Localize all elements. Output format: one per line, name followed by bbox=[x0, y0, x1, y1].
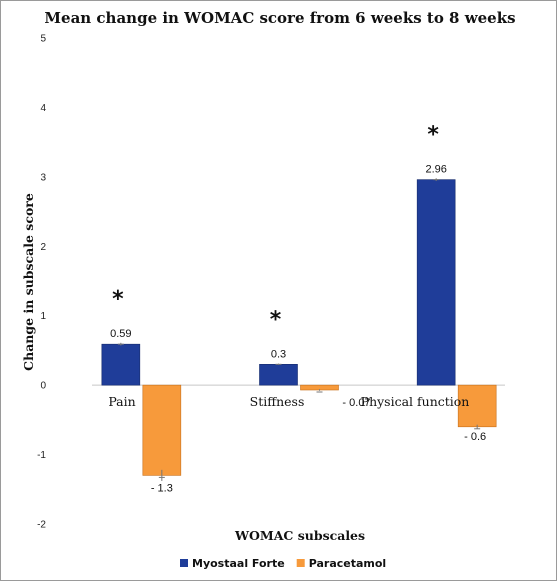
bar-paracetamol bbox=[142, 384, 182, 476]
legend-swatch bbox=[180, 559, 188, 567]
legend: Myostaal Forte Paracetamol bbox=[180, 557, 386, 570]
category-label: Physical function bbox=[361, 394, 470, 409]
y-tick-label: 0 bbox=[40, 381, 46, 392]
bar-myostaal-forte bbox=[259, 364, 298, 386]
legend-label: Paracetamol bbox=[309, 557, 387, 570]
data-label: - 1.3 bbox=[151, 482, 173, 494]
legend-swatch bbox=[296, 559, 305, 567]
significance-star: * bbox=[112, 287, 124, 312]
y-axis-ticks: -2 -1 0 1 2 3 4 5 bbox=[37, 34, 46, 531]
y-tick-label: -2 bbox=[37, 520, 46, 531]
significance-star: * bbox=[427, 123, 439, 148]
y-axis-label: Change in subscale score bbox=[21, 193, 36, 371]
y-tick-label: 2 bbox=[40, 242, 46, 253]
bar-myostaal-forte bbox=[101, 343, 141, 386]
category-label: Pain bbox=[108, 394, 135, 409]
chart-title: Mean change in WOMAC score from 6 weeks … bbox=[44, 9, 515, 27]
category-label: Stiffness bbox=[250, 394, 305, 409]
labels-group: 0.59 - 1.3 Pain * 0.3 - 0.07 Stiffness * 2.96 - 0… bbox=[108, 123, 486, 495]
data-label: - 0.07 bbox=[342, 397, 370, 409]
data-label: 0.3 bbox=[271, 348, 286, 360]
data-label: 0.59 bbox=[110, 328, 131, 340]
y-tick-label: 3 bbox=[40, 172, 46, 183]
y-tick-label: -1 bbox=[37, 450, 46, 461]
y-tick-label: 5 bbox=[40, 34, 46, 45]
legend-label: Myostaal Forte bbox=[192, 557, 285, 570]
y-tick-label: 1 bbox=[40, 311, 46, 322]
bars-group bbox=[101, 178, 497, 481]
data-label: - 0.6 bbox=[464, 431, 486, 443]
data-label: 2.96 bbox=[425, 164, 446, 176]
bar-paracetamol bbox=[300, 384, 339, 391]
bar-paracetamol bbox=[457, 384, 497, 428]
x-axis-label: WOMAC subscales bbox=[234, 528, 365, 543]
significance-star: * bbox=[270, 307, 282, 332]
bar-myostaal-forte bbox=[416, 179, 456, 386]
y-tick-label: 4 bbox=[40, 103, 46, 114]
